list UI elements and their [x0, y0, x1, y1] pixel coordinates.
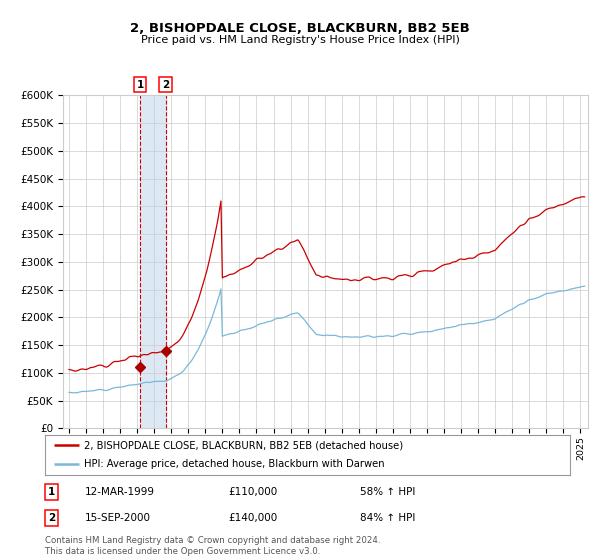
Text: 2: 2 — [162, 80, 169, 90]
Text: £140,000: £140,000 — [229, 513, 278, 523]
Text: 1: 1 — [47, 487, 55, 497]
Text: 15-SEP-2000: 15-SEP-2000 — [85, 513, 151, 523]
Text: 12-MAR-1999: 12-MAR-1999 — [85, 487, 154, 497]
Text: 58% ↑ HPI: 58% ↑ HPI — [360, 487, 415, 497]
Text: 1: 1 — [136, 80, 143, 90]
Text: £110,000: £110,000 — [229, 487, 278, 497]
Bar — [140, 95, 166, 428]
Text: 2, BISHOPDALE CLOSE, BLACKBURN, BB2 5EB (detached house): 2, BISHOPDALE CLOSE, BLACKBURN, BB2 5EB … — [85, 441, 404, 450]
Text: Contains HM Land Registry data © Crown copyright and database right 2024.
This d: Contains HM Land Registry data © Crown c… — [45, 536, 380, 556]
Text: 2, BISHOPDALE CLOSE, BLACKBURN, BB2 5EB: 2, BISHOPDALE CLOSE, BLACKBURN, BB2 5EB — [130, 22, 470, 35]
Text: Price paid vs. HM Land Registry's House Price Index (HPI): Price paid vs. HM Land Registry's House … — [140, 35, 460, 45]
Text: 2: 2 — [47, 513, 55, 523]
Text: 84% ↑ HPI: 84% ↑ HPI — [360, 513, 415, 523]
Text: HPI: Average price, detached house, Blackburn with Darwen: HPI: Average price, detached house, Blac… — [85, 459, 385, 469]
